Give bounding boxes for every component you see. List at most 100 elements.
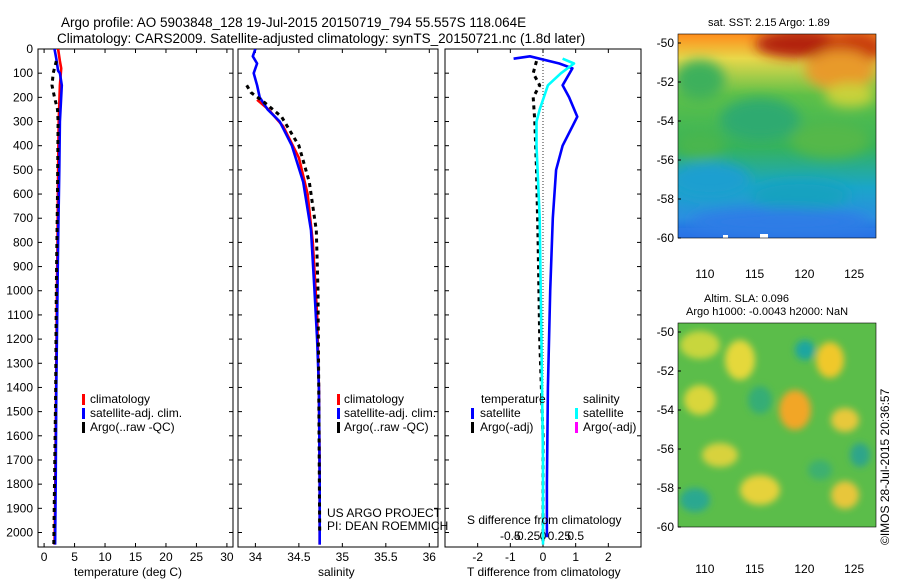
legend-swatch-s-argo bbox=[575, 422, 578, 433]
lat-tick-label: -56 bbox=[657, 153, 675, 167]
header-line-1: Argo profile: AO 5903848_128 19-Jul-2015… bbox=[61, 15, 526, 30]
x-tick-label: -2 bbox=[472, 550, 483, 564]
sla-map-axes: -50 -52 -54 -56 -58 -60 110 115 120 125 bbox=[657, 325, 865, 576]
sst-map-frame bbox=[677, 33, 877, 239]
lon-tick-label: 110 bbox=[695, 562, 714, 576]
legend-s-sat-label: satellite bbox=[583, 406, 624, 420]
lat-tick-label: -50 bbox=[657, 325, 675, 339]
depth-tick-label: 1700 bbox=[6, 453, 33, 467]
depth-tick-label: 500 bbox=[13, 163, 33, 177]
lat-tick-label: -60 bbox=[657, 231, 675, 245]
salinity-axis: 34 34.5 35 35.5 36 bbox=[249, 49, 436, 564]
depth-axis: 0 100 200 300 400 500 600 700 800 900 1000 1100 1200… bbox=[6, 42, 641, 539]
lat-tick-label: -50 bbox=[657, 36, 675, 50]
salinity-series bbox=[245, 49, 322, 545]
lon-tick-label: 115 bbox=[745, 267, 764, 281]
legend-argo-label: Argo(..raw -QC) bbox=[344, 420, 429, 434]
legend-swatch-argo bbox=[82, 422, 85, 433]
depth-tick-label: 1500 bbox=[6, 405, 33, 419]
sst-map-title: sat. SST: 2.15 Argo: 1.89 bbox=[708, 17, 830, 29]
legend-clim-label: climatology bbox=[344, 392, 404, 406]
legend-argo-label: Argo(..raw -QC) bbox=[90, 420, 175, 434]
x-tick-label: -1 bbox=[505, 550, 516, 564]
difference-top-xlabel: S difference from climatology bbox=[467, 513, 622, 527]
depth-tick-label: 1000 bbox=[6, 284, 33, 298]
depth-tick-label: 1600 bbox=[6, 429, 33, 443]
legend-swatch-sat bbox=[82, 408, 85, 419]
temperature-plot-frame bbox=[37, 48, 234, 548]
lat-tick-label: -54 bbox=[657, 114, 675, 128]
salinity-xlabel: salinity bbox=[318, 565, 355, 579]
legend-swatch-sat bbox=[337, 408, 340, 419]
lon-tick-label: 125 bbox=[844, 267, 864, 281]
legend-t-sat-label: satellite bbox=[480, 406, 521, 420]
sla-map-title-1: Altim. SLA: 0.096 bbox=[704, 293, 789, 305]
salinity-plot-frame bbox=[237, 48, 439, 548]
difference-axis: -2 -1 0 1 2-0.5-0.25 0 0.250.5 bbox=[472, 49, 612, 564]
x-tick-label: 0 bbox=[540, 550, 547, 564]
lat-tick-label: -60 bbox=[657, 520, 675, 534]
x-tick-label: 20 bbox=[159, 550, 173, 564]
temperature-series bbox=[50, 49, 64, 545]
x-tick-label: 5 bbox=[71, 550, 78, 564]
legend-swatch-argo bbox=[337, 422, 340, 433]
sst-map-axes: -50 -52 -54 -56 -58 -60 110 115 120 125 bbox=[657, 36, 865, 281]
sla-map-frame bbox=[677, 322, 877, 528]
depth-tick-label: 200 bbox=[13, 90, 33, 104]
lat-tick-label: -56 bbox=[657, 442, 675, 456]
x-tick-label: 35.5 bbox=[374, 550, 398, 564]
x-tick-label: 25 bbox=[190, 550, 204, 564]
x-tick-label: 0 bbox=[41, 550, 48, 564]
s-tick-label: -0.25 bbox=[513, 529, 541, 543]
legend-salinity-title: salinity bbox=[583, 392, 620, 406]
x-tick-label: 35 bbox=[336, 550, 350, 564]
legend-sat-label: satellite-adj. clim. bbox=[344, 406, 436, 420]
lat-tick-label: -52 bbox=[657, 364, 675, 378]
depth-tick-label: 400 bbox=[13, 139, 33, 153]
depth-tick-label: 1100 bbox=[7, 308, 33, 322]
x-tick-label: 15 bbox=[129, 550, 143, 564]
legend-swatch-s-sat bbox=[575, 408, 578, 419]
lat-tick-label: -58 bbox=[657, 481, 675, 495]
lat-tick-label: -58 bbox=[657, 192, 675, 206]
legend-sat-label: satellite-adj. clim. bbox=[90, 406, 182, 420]
x-tick-label: 34.5 bbox=[287, 550, 311, 564]
x-tick-label: 2 bbox=[605, 550, 612, 564]
difference-legend: temperature salinity satellite Argo(-adj… bbox=[471, 392, 636, 434]
temperature-axis: 0 5 10 15 20 25 30 bbox=[41, 49, 234, 564]
legend-clim-label: climatology bbox=[90, 392, 150, 406]
sla-map-image bbox=[678, 323, 876, 527]
salinity-legend: climatology satellite-adj. clim. Argo(..… bbox=[337, 392, 436, 434]
depth-tick-label: 1900 bbox=[6, 501, 33, 515]
lon-tick-label: 120 bbox=[794, 267, 814, 281]
legend-t-argo-label: Argo(-adj) bbox=[480, 420, 533, 434]
difference-xlabel: T difference from climatology bbox=[467, 565, 621, 579]
temperature-xlabel: temperature (deg C) bbox=[74, 565, 182, 579]
lat-tick-label: -54 bbox=[657, 403, 675, 417]
depth-tick-label: 700 bbox=[13, 211, 33, 225]
legend-swatch-clim bbox=[82, 394, 85, 405]
depth-tick-label: 0 bbox=[26, 42, 33, 56]
x-tick-label: 30 bbox=[220, 550, 234, 564]
series-temperature-satellite bbox=[513, 54, 579, 538]
depth-tick-label: 300 bbox=[13, 115, 33, 129]
depth-tick-label: 2000 bbox=[6, 525, 33, 539]
credit-project: US ARGO PROJECT bbox=[327, 506, 442, 520]
sst-map-image bbox=[678, 34, 876, 238]
x-tick-label: 1 bbox=[572, 550, 579, 564]
legend-temperature-title: temperature bbox=[481, 392, 546, 406]
series-satellite-adj--clim- bbox=[53, 49, 64, 545]
depth-tick-label: 800 bbox=[13, 235, 33, 249]
legend-swatch-t-sat bbox=[471, 408, 474, 419]
legend-swatch-t-argo bbox=[471, 422, 474, 433]
depth-tick-label: 1200 bbox=[6, 332, 33, 346]
depth-tick-label: 1400 bbox=[6, 380, 33, 394]
legend-swatch-clim bbox=[337, 394, 340, 405]
depth-tick-label: 1800 bbox=[6, 477, 33, 491]
lat-tick-label: -52 bbox=[657, 75, 675, 89]
s-tick-label: 0.25 bbox=[548, 529, 572, 543]
series-salinity-satellite bbox=[535, 57, 576, 545]
series-argo---raw--qc- bbox=[245, 84, 322, 533]
s-tick-label: 0.5 bbox=[567, 529, 584, 543]
s-tick-label: -0.5 bbox=[500, 529, 521, 543]
